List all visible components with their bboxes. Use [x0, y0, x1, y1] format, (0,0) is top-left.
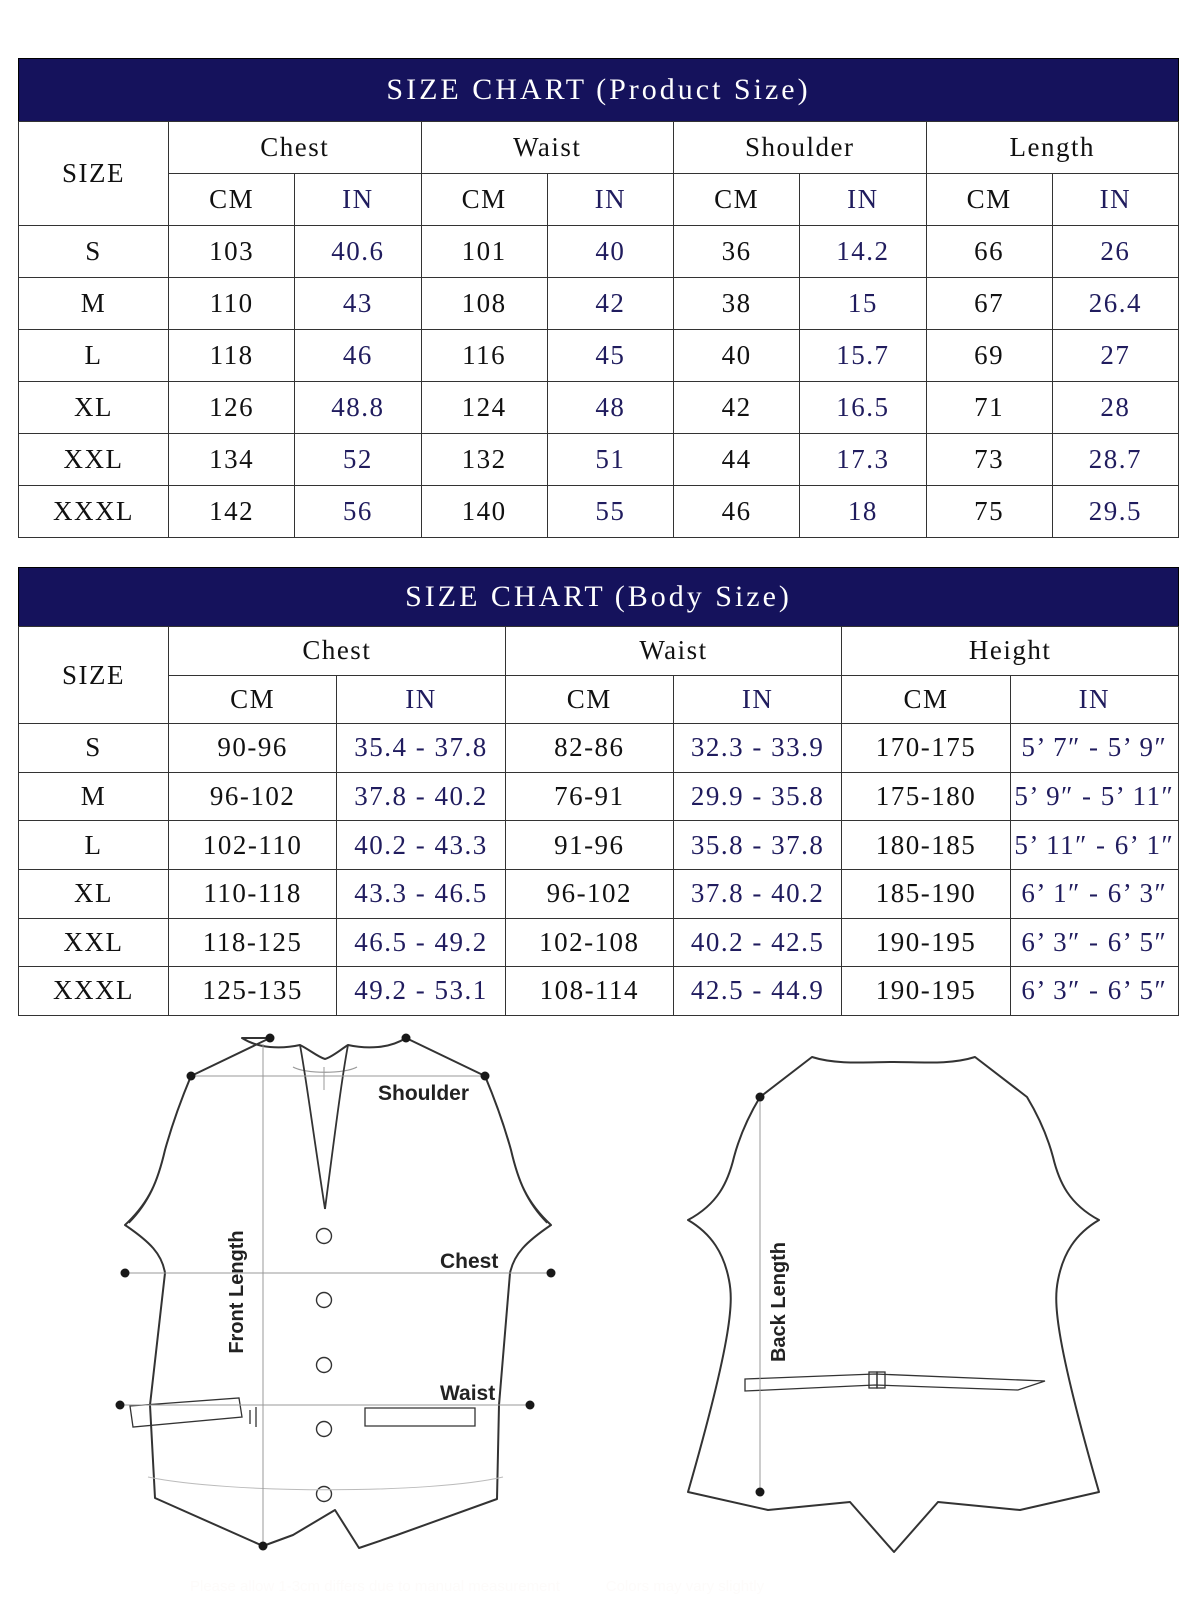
svg-text:Chest: Chest — [440, 1250, 498, 1273]
svg-text:Front Length: Front Length — [226, 1230, 248, 1353]
svg-text:Waist: Waist — [440, 1382, 495, 1405]
svg-text:Back Length: Back Length — [768, 1242, 790, 1362]
svg-text:Shoulder: Shoulder — [378, 1082, 469, 1105]
